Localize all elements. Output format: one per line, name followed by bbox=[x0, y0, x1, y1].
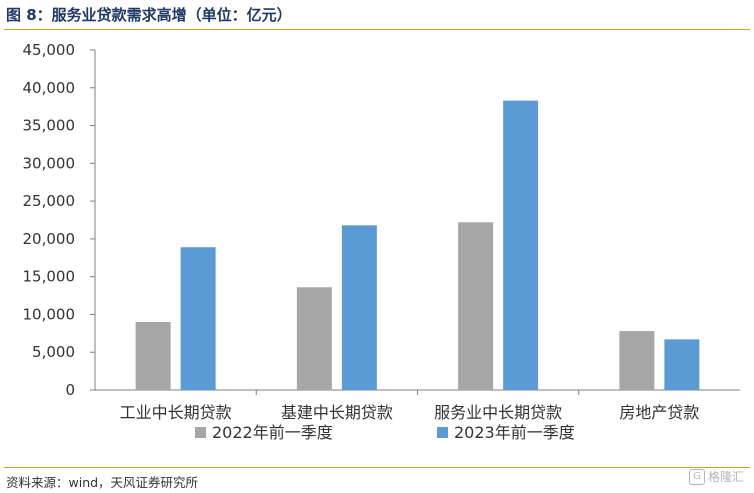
source-note: 资料来源：wind，天风证券研究所 bbox=[6, 475, 199, 490]
legend-swatch bbox=[437, 427, 448, 438]
x-tick-label: 工业中长期贷款 bbox=[120, 403, 232, 422]
y-tick-label: 35,000 bbox=[23, 117, 76, 135]
watermark-logo-icon: G bbox=[688, 468, 705, 485]
bar-2023 bbox=[664, 339, 700, 390]
y-tick-label: 10,000 bbox=[23, 305, 76, 323]
x-axis bbox=[95, 389, 740, 395]
bar-2022 bbox=[619, 331, 655, 390]
y-tick-label: 45,000 bbox=[23, 41, 76, 59]
y-tick-label: 30,000 bbox=[23, 154, 76, 172]
x-tick-label: 服务业中长期贷款 bbox=[434, 403, 562, 422]
source-divider bbox=[4, 467, 750, 468]
legend-label: 2023年前一季度 bbox=[454, 423, 575, 442]
bar-2022 bbox=[296, 287, 332, 390]
category-labels: 工业中长期贷款 基建中长期贷款 服务业中长期贷款 房地产贷款 bbox=[120, 403, 700, 422]
y-tick-label: 0 bbox=[65, 381, 75, 399]
bar-2023 bbox=[503, 100, 539, 390]
legend-swatch bbox=[195, 427, 206, 438]
bar-2022 bbox=[135, 322, 171, 390]
watermark-text: 格隆汇 bbox=[707, 470, 744, 484]
bar-2022 bbox=[458, 222, 494, 390]
y-tick-label: 20,000 bbox=[23, 230, 76, 248]
y-axis: 0 5,000 10,000 15,000 20,000 25,000 30,000 35,0… bbox=[23, 41, 96, 399]
x-tick-label: 房地产贷款 bbox=[619, 403, 699, 422]
legend: 2022年前一季度 2023年前一季度 bbox=[195, 423, 575, 442]
bar-2023 bbox=[180, 247, 216, 390]
y-tick-label: 40,000 bbox=[23, 79, 76, 97]
legend-label: 2022年前一季度 bbox=[212, 423, 333, 442]
chart-area: 0 5,000 10,000 15,000 20,000 25,000 30,000 35,0… bbox=[0, 32, 754, 462]
y-tick-label: 25,000 bbox=[23, 192, 76, 210]
bar-chart: 0 5,000 10,000 15,000 20,000 25,000 30,000 35,0… bbox=[23, 41, 740, 442]
bar-2023 bbox=[341, 225, 377, 390]
figure-title: 图 8：服务业贷款需求高增（单位：亿元） bbox=[6, 6, 292, 24]
x-tick-label: 基建中长期贷款 bbox=[281, 403, 393, 422]
title-divider bbox=[4, 29, 750, 30]
y-tick-label: 15,000 bbox=[23, 268, 76, 286]
watermark: G 格隆汇 bbox=[688, 468, 744, 485]
y-tick-label: 5,000 bbox=[32, 343, 75, 361]
bar-series bbox=[135, 100, 700, 390]
